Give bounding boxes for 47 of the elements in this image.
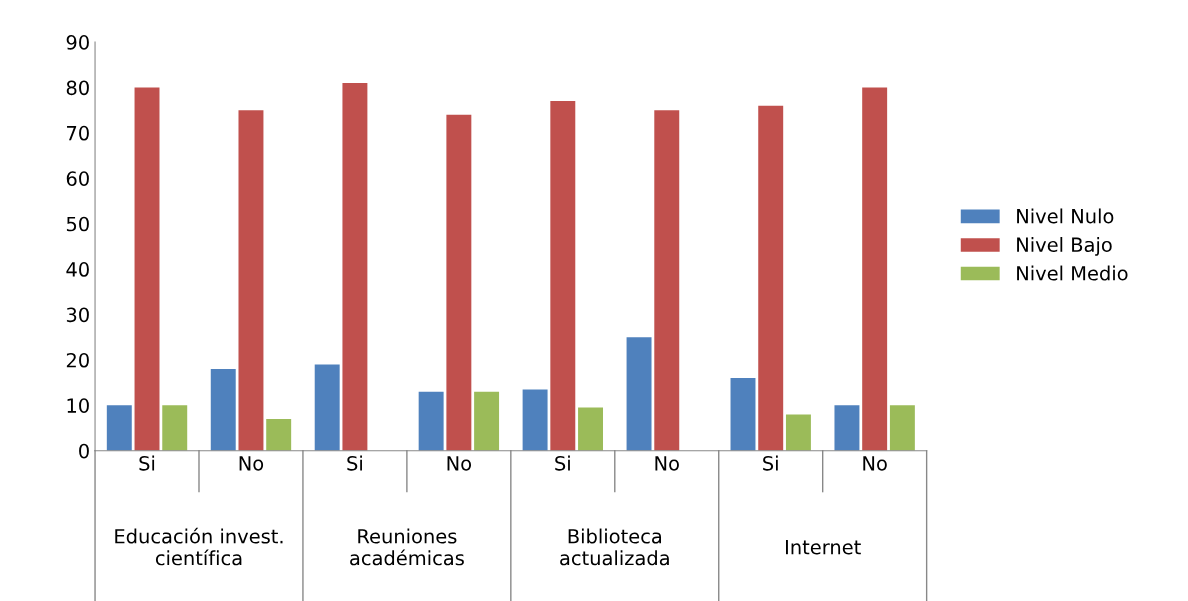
legend-label: Nivel Medio [1017,265,1128,281]
legend-label: Nivel Nulo [1017,208,1114,224]
text: Reuniones académicas [350,528,464,566]
x-tick-label: Si [347,455,362,471]
bar [238,110,264,451]
y-tick-label: 20 [66,352,89,368]
bar [758,105,784,451]
bar [446,114,472,451]
bar [785,414,811,451]
bar [106,405,132,451]
bar [889,405,915,451]
bar [474,391,500,451]
bar [162,405,188,451]
x-tick-label: No [447,456,472,471]
bar [730,378,756,451]
bar [314,364,340,451]
y-tick-label: 30 [66,307,89,323]
bar [134,87,160,451]
x-tick-label: Si [763,455,778,471]
y-tick-label: 90 [66,35,89,50]
bar [522,389,548,451]
text: Internet [785,540,861,555]
bar [342,82,368,451]
text: Biblioteca actualizada [560,528,669,566]
bar [834,405,860,451]
bar [626,337,652,451]
bar [862,87,888,451]
x-tick-label: No [239,456,264,471]
x-tick-label: Si [139,455,155,471]
y-tick-label: 40 [66,262,89,277]
bar [654,110,680,451]
x-tick-label: No [863,456,887,471]
legend-label: Nivel Bajo [1017,237,1112,256]
y-tick-label: 80 [66,80,89,96]
bar [550,101,576,451]
y-tick-label: 70 [67,125,89,141]
bar [578,407,604,451]
bar [418,391,444,451]
y-tick-label: 10 [67,398,89,413]
bar [210,369,236,451]
text: Educación invest. científica [115,527,283,566]
bar [266,418,292,451]
x-tick-label: Si [555,455,570,471]
y-tick-label: 60 [66,171,89,186]
x-tick-label: No [655,456,679,471]
y-tick-label: 0 [79,443,89,459]
y-tick-label: 50 [66,216,89,232]
